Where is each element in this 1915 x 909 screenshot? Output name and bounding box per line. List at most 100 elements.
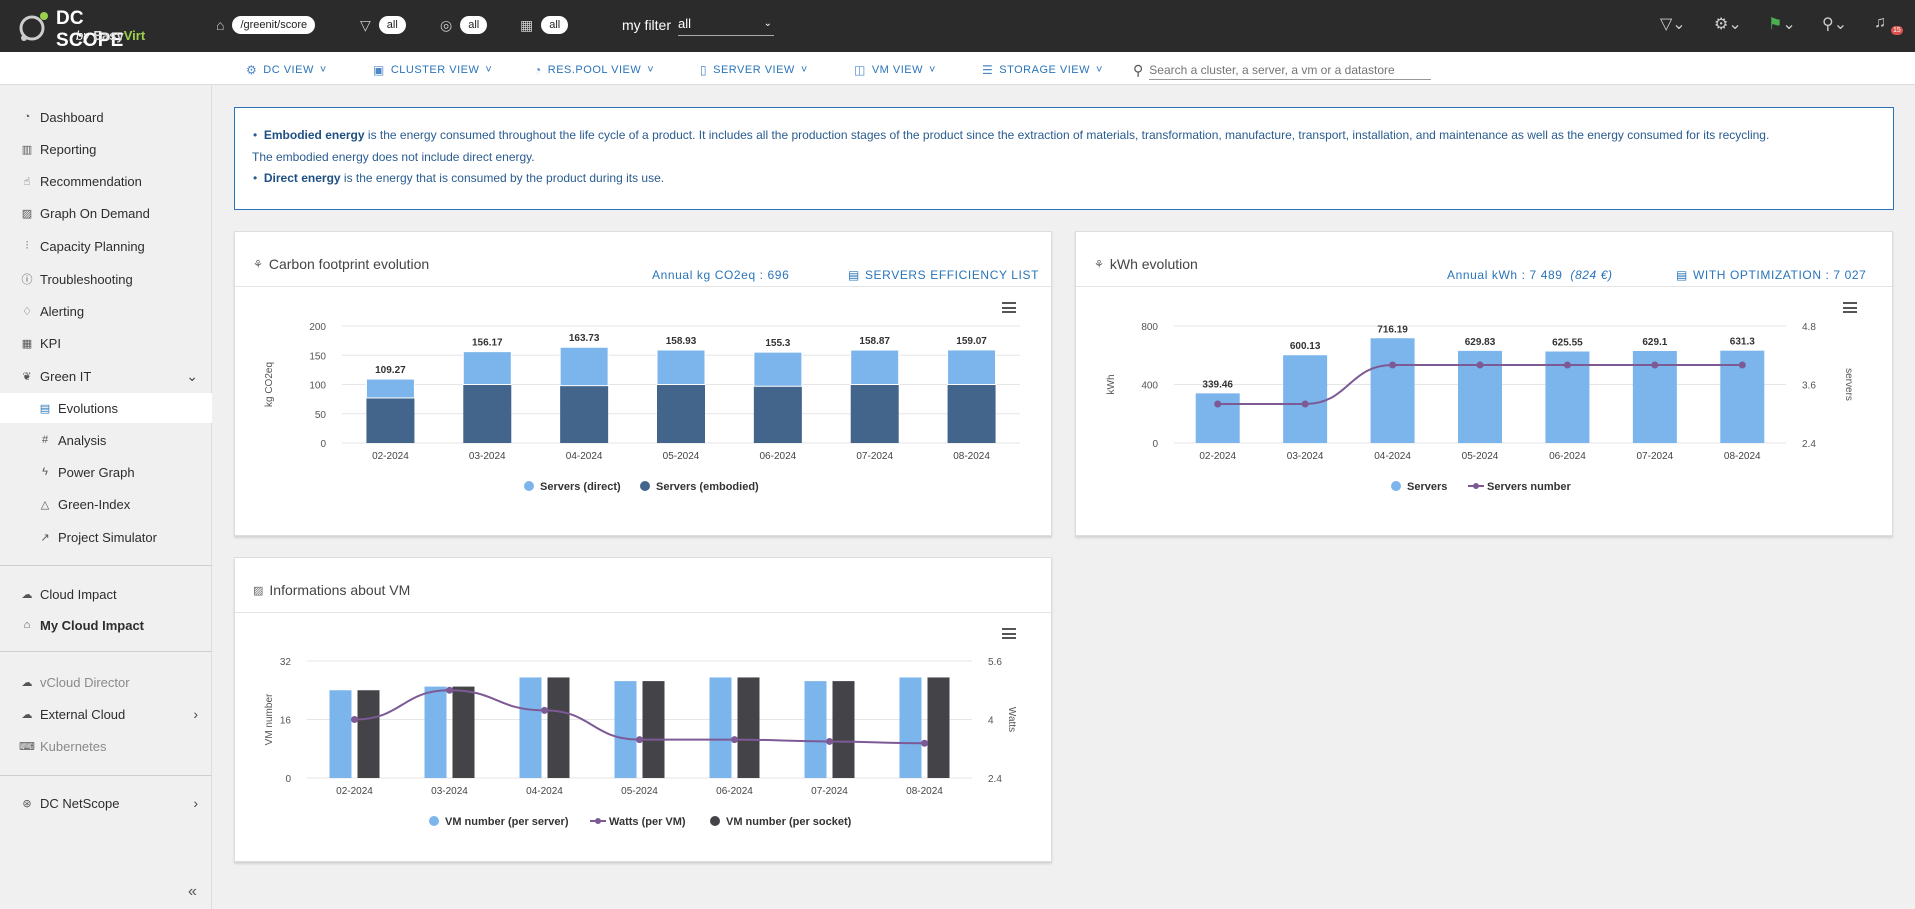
servers-number-point <box>1301 400 1309 408</box>
lightning-icon: ϟ <box>42 466 48 478</box>
bar-vm-per-socket <box>927 677 950 778</box>
nav-vm-view[interactable]: ◫ VM VIEW ˅ <box>854 63 936 77</box>
house-icon: ⌂ <box>23 619 31 631</box>
x-tick-label: 04-2024 <box>566 451 603 462</box>
sidebar-item-graph-on-demand[interactable]: ▨ Graph On Demand <box>0 198 212 228</box>
servers-number-point <box>1214 400 1222 408</box>
search-input[interactable] <box>1149 60 1432 80</box>
gear-icon[interactable]: ⚙⌄ <box>1714 16 1742 33</box>
sidebar-item-kpi[interactable]: ▦ KPI <box>0 328 212 358</box>
y-tick-label: 0 <box>1152 439 1158 450</box>
sidebar-item-green-index[interactable]: △ Green-Index <box>0 489 212 519</box>
x-tick-label: 04-2024 <box>526 786 563 797</box>
sidebar-item-dc-netscope[interactable]: ⊛ DC NetScope › <box>0 788 212 818</box>
x-tick-label: 06-2024 <box>760 451 797 462</box>
nav-respool-view[interactable]: ◔ RES.POOL VIEW ˅ <box>534 63 655 77</box>
keyboard-icon: ⌨ <box>19 740 35 753</box>
my-filter-select[interactable]: all ⌄ <box>678 16 774 36</box>
sidebar-item-cloud-impact[interactable]: ☁ Cloud Impact <box>0 579 212 609</box>
user-icon[interactable]: ⚲⌄ <box>1822 16 1848 33</box>
x-tick-label: 02-2024 <box>336 786 373 797</box>
data-label: 159.07 <box>956 336 987 347</box>
chevron-right-icon: › <box>193 795 198 811</box>
sidebar-item-capacity-planning[interactable]: ⫶ Capacity Planning <box>0 231 212 261</box>
card-title: Carbon footprint evolution <box>268 256 430 272</box>
bar-servers <box>1283 355 1328 443</box>
sidebar-item-vcloud-director[interactable]: ☁ vCloud Director <box>0 667 212 697</box>
nav-server-view[interactable]: ▯ SERVER VIEW ˅ <box>700 63 808 77</box>
servers-efficiency-link[interactable]: ▤ SERVERS EFFICIENCY LIST <box>848 268 1040 282</box>
sidebar-item-external-cloud[interactable]: ☁ External Cloud › <box>0 699 212 729</box>
watts-point <box>826 737 833 745</box>
home-icon[interactable]: ⌂ <box>216 17 225 33</box>
bar-direct <box>462 351 512 385</box>
path-pill[interactable]: /greenit/score <box>232 16 316 34</box>
watts-point <box>541 706 548 714</box>
global-search: ⚲ <box>1133 60 1432 80</box>
data-label: 109.27 <box>375 365 406 376</box>
servers-number-point <box>1476 361 1484 369</box>
nav-cluster-view[interactable]: ▣ CLUSTER VIEW ˅ <box>373 63 493 77</box>
filter-pill[interactable]: all <box>378 16 406 34</box>
sidebar-item-recommendation[interactable]: ☝ Recommendation <box>0 166 212 196</box>
data-label: 629.1 <box>1642 337 1667 348</box>
legend-marker <box>595 818 601 824</box>
vm-chart: 0 16 32 2.4 4 5.6 VM number Watts 02-2024 03-2024… <box>264 657 1017 828</box>
sidebar-item-project-simulator[interactable]: ↗ Project Simulator <box>0 522 212 552</box>
nav-storage-view[interactable]: ☰ STORAGE VIEW ˅ <box>982 63 1103 77</box>
sidebar-item-kubernetes[interactable]: ⌨ Kubernetes <box>19 738 107 754</box>
collapse-sidebar-icon[interactable]: « <box>188 883 197 900</box>
view-navbar: ⚙ DC VIEW ˅ ▣ CLUSTER VIEW ˅ ◔ RES.POOL VIEW ˅… <box>0 52 1915 85</box>
x-tick-label: 03-2024 <box>469 451 506 462</box>
target-pill[interactable]: all <box>460 16 488 34</box>
bar-vm-per-server <box>804 681 827 778</box>
bar-embodied <box>947 384 996 443</box>
y-tick-label: 800 <box>1141 322 1158 333</box>
y-tick-label: 16 <box>280 716 292 727</box>
vm-icon: ◫ <box>854 63 866 77</box>
sidebar-item-dashboard[interactable]: ◔ Dashboard <box>0 102 212 132</box>
sidebar-divider <box>0 651 212 652</box>
sidebar-item-my-cloud-impact[interactable]: ⌂ My Cloud Impact <box>0 610 212 640</box>
calendar-icon[interactable]: ▦ <box>520 17 534 33</box>
with-optimization-link[interactable]: ▤ WITH OPTIMIZATION : 7 027 <box>1676 268 1867 282</box>
servers-number-point <box>1563 361 1571 369</box>
definition-embodied: • Embodied energy is the energy consumed… <box>253 128 1770 142</box>
sidebar-item-green-it[interactable]: ❦ Green IT ⌄ <box>0 361 212 391</box>
data-label: 158.87 <box>859 336 890 347</box>
thumbs-up-icon: ☝ <box>23 175 31 188</box>
legend-label: Watts (per VM) <box>609 816 686 828</box>
notification-badge: 15 <box>1891 26 1903 35</box>
calendar-pill[interactable]: all <box>541 16 569 34</box>
storage-icon: ☰ <box>982 63 994 77</box>
filter-menu-icon[interactable]: ▽⌄ <box>1660 16 1686 33</box>
definition-embodied-cont: The embodied energy does not include dir… <box>252 150 535 164</box>
chart-menu-icon[interactable] <box>1002 628 1016 639</box>
legend-marker <box>429 816 439 826</box>
target-icon[interactable]: ◎ <box>440 17 453 33</box>
legend-marker <box>640 481 650 491</box>
bell-icon: ♢ <box>22 305 32 318</box>
bar-embodied <box>850 384 899 443</box>
sidebar-item-analysis[interactable]: # Analysis <box>0 425 212 455</box>
bell-icon[interactable]: ♫ <box>1874 14 1886 31</box>
bar-vm-per-server <box>329 690 352 778</box>
chart-menu-icon[interactable] <box>1002 302 1016 313</box>
legend-label: VM number (per socket) <box>726 816 852 828</box>
nav-dc-view[interactable]: ⚙ DC VIEW ˅ <box>246 63 327 77</box>
sidebar-item-evolutions[interactable]: ▤ Evolutions <box>0 393 212 423</box>
funnel-icon[interactable]: ▽ <box>360 17 371 33</box>
sidebar-item-power-graph[interactable]: ϟ Power Graph <box>0 457 212 487</box>
table-icon: ▤ <box>1676 268 1688 282</box>
leaf-icon: ❦ <box>22 370 32 383</box>
chart-menu-icon[interactable] <box>1843 302 1857 313</box>
y-tick-label: 150 <box>309 351 326 362</box>
data-label: 163.73 <box>569 333 600 344</box>
dc-scope-logo[interactable]: DC SCOPE by EasyVirt <box>16 6 156 51</box>
sidebar-item-alerting[interactable]: ♢ Alerting <box>0 296 212 326</box>
flag-icon[interactable]: ⚑⌄ <box>1768 16 1796 33</box>
sidebar-item-troubleshooting[interactable]: ⓘ Troubleshooting <box>0 264 212 294</box>
sidebar-item-reporting[interactable]: ▥ Reporting <box>0 134 212 164</box>
legend-label: Servers <box>1407 481 1447 493</box>
info-circle-icon: ⓘ <box>21 274 33 286</box>
